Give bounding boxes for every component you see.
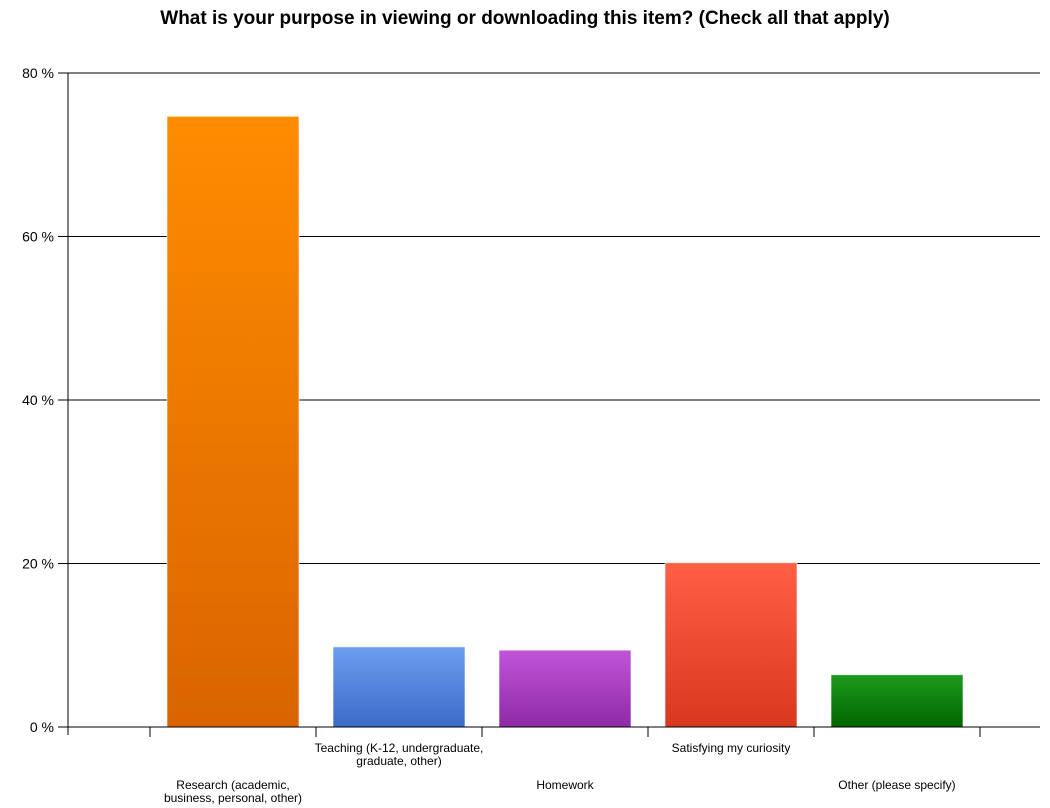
x-category-label: Satisfying my curiosity (672, 741, 791, 755)
y-tick-label: 60 % (22, 229, 54, 245)
y-tick-label: 40 % (22, 392, 54, 408)
bar (664, 562, 798, 728)
chart-title: What is your purpose in viewing or downl… (160, 8, 890, 29)
x-category-label: Teaching (K-12, undergraduate, graduate, … (315, 741, 484, 768)
bar (166, 115, 300, 728)
bars (166, 115, 964, 728)
x-category-label: Homework (536, 778, 594, 792)
x-category-label: Other (please specify) (838, 778, 955, 792)
axes (58, 72, 1040, 737)
bar (830, 674, 964, 728)
y-tick-label: 20 % (22, 556, 54, 572)
x-category-label: Research (academic, business, personal, o… (164, 778, 302, 805)
bar (332, 646, 466, 728)
bar (498, 649, 632, 728)
y-tick-label: 80 % (22, 65, 54, 81)
labels: 0 % 20 % 40 % 60 % 80 % Research (academic, bu… (22, 65, 956, 805)
y-tick-label: 0 % (30, 719, 54, 735)
